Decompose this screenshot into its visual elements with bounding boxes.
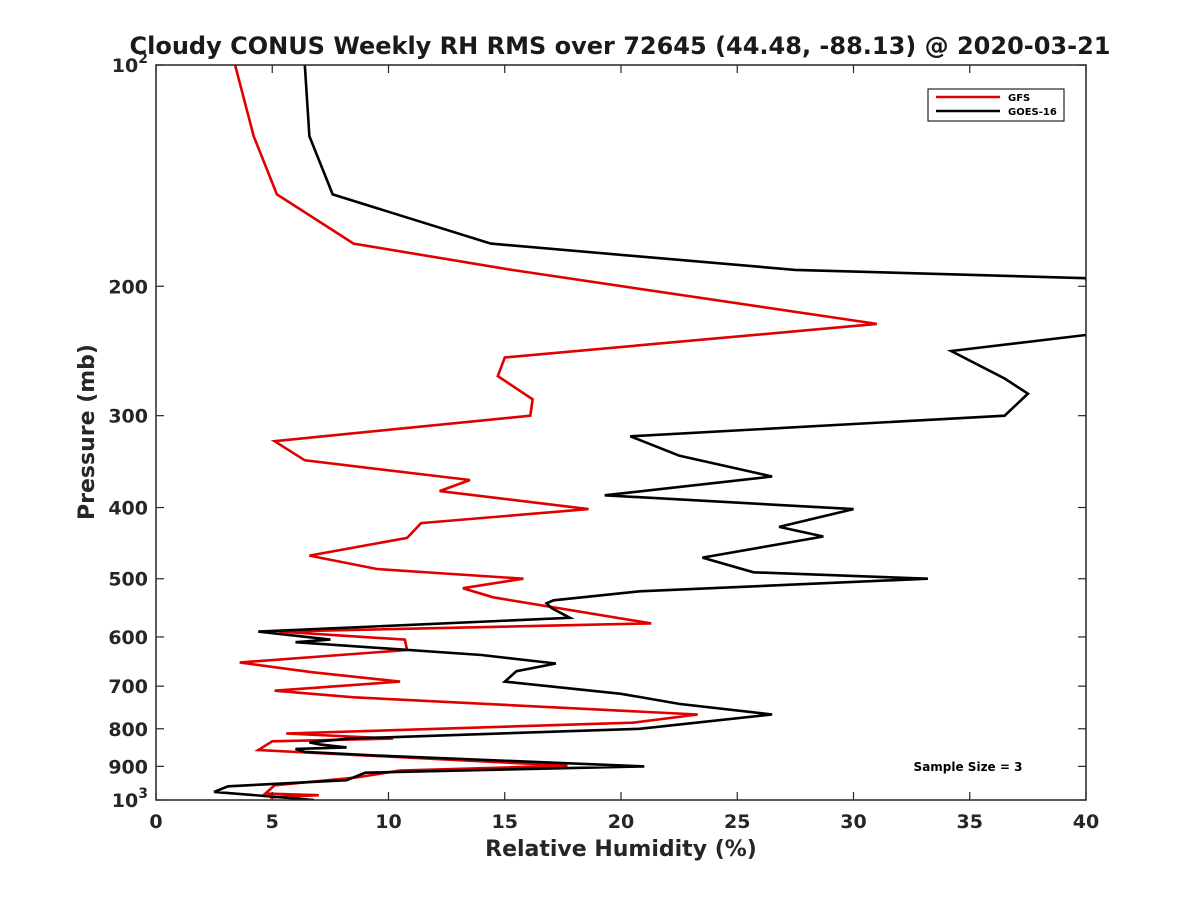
x-tick-label: 5 xyxy=(266,811,279,833)
x-axis-label: Relative Humidity (%) xyxy=(485,837,757,862)
sample-size-annotation: Sample Size = 3 xyxy=(914,760,1023,774)
legend-box xyxy=(927,88,1065,122)
x-tick-label: 0 xyxy=(149,811,162,833)
y-tick-label: 700 xyxy=(108,676,148,698)
y-tick-label: 102 xyxy=(112,51,148,77)
y-tick-label: 103 xyxy=(112,786,148,812)
legend: GFS GOES-16 xyxy=(927,88,1065,122)
series-line-gfs xyxy=(233,65,877,799)
legend-label-goes16: GOES-16 xyxy=(1008,107,1057,118)
chart-title: Cloudy CONUS Weekly RH RMS over 72645 (4… xyxy=(130,32,1111,60)
y-tick-label: 500 xyxy=(108,569,148,591)
x-axis-ticks: 0 5 10 15 20 25 30 35 40 xyxy=(149,65,1099,833)
y-axis-ticks: 102 200 300 400 500 600 700 800 900 103 xyxy=(108,51,1086,812)
y-tick-label: 600 xyxy=(108,627,148,649)
x-tick-label: 10 xyxy=(375,811,401,833)
y-axis-label: Pressure (mb) xyxy=(75,344,100,520)
y-tick-label: 400 xyxy=(108,498,148,520)
series-line-goes16 xyxy=(213,65,1086,800)
y-tick-label: 900 xyxy=(108,756,148,778)
x-tick-label: 15 xyxy=(492,811,518,833)
y-tick-label: 800 xyxy=(108,719,148,741)
plot-area: 0 5 10 15 20 25 30 35 40 102 200 300 400 500 600 700 80… xyxy=(108,51,1099,833)
legend-label-gfs: GFS xyxy=(1008,93,1030,104)
y-tick-label: 200 xyxy=(108,276,148,298)
x-tick-label: 30 xyxy=(840,811,866,833)
x-tick-label: 35 xyxy=(957,811,983,833)
x-tick-label: 25 xyxy=(724,811,750,833)
y-tick-label: 300 xyxy=(108,406,148,428)
x-tick-label: 20 xyxy=(608,811,634,833)
series-layer xyxy=(213,65,1086,800)
x-tick-label: 40 xyxy=(1073,811,1099,833)
